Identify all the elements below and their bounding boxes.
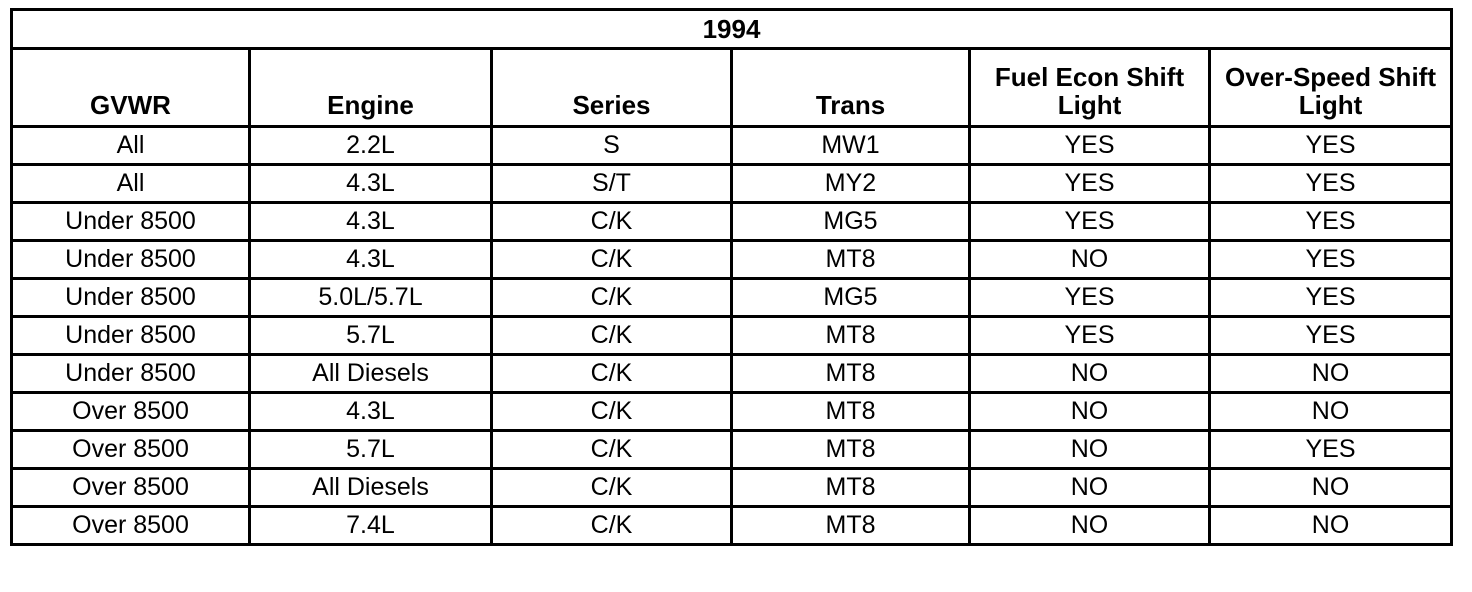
- table-cell: Under 8500: [10, 353, 251, 394]
- table-row: Under 8500 5.7L C/K MT8 YES YES: [10, 315, 1454, 356]
- table-cell: YES: [1207, 277, 1454, 318]
- table-cell: All: [10, 163, 251, 204]
- table-row: Over 8500 All Diesels C/K MT8 NO NO: [10, 467, 1454, 508]
- table-cell: Under 8500: [10, 201, 251, 242]
- table-cell: C/K: [490, 315, 733, 356]
- table-cell: C/K: [490, 505, 733, 546]
- column-header: Engine: [248, 47, 493, 128]
- table-cell: YES: [1207, 239, 1454, 280]
- table-row: Under 8500 All Diesels C/K MT8 NO NO: [10, 353, 1454, 394]
- table-cell: MY2: [730, 163, 971, 204]
- table-row: Over 8500 7.4L C/K MT8 NO NO: [10, 505, 1454, 546]
- table-cell: 4.3L: [248, 239, 493, 280]
- table-cell: C/K: [490, 391, 733, 432]
- table-cell: YES: [968, 201, 1211, 242]
- table-cell: YES: [968, 315, 1211, 356]
- column-header: Trans: [730, 47, 971, 128]
- table-cell: YES: [1207, 125, 1454, 166]
- table-cell: Over 8500: [10, 391, 251, 432]
- table-cell: MT8: [730, 467, 971, 508]
- table-cell: MW1: [730, 125, 971, 166]
- table-cell: NO: [1207, 391, 1454, 432]
- table-row: Under 8500 4.3L C/K MT8 NO YES: [10, 239, 1454, 280]
- title-row: 1994: [9, 8, 1454, 50]
- column-header: Series: [490, 47, 733, 128]
- table-cell: MT8: [730, 505, 971, 546]
- shift-light-table: 1994 GVWR Engine Series Trans Fuel Econ Shif…: [9, 8, 1454, 546]
- table-cell: Over 8500: [10, 505, 251, 546]
- table-cell: NO: [968, 429, 1211, 470]
- table-cell: C/K: [490, 277, 733, 318]
- table-cell: YES: [1207, 429, 1454, 470]
- table-cell: Over 8500: [10, 467, 251, 508]
- table-cell: 5.7L: [248, 429, 493, 470]
- column-header: Fuel Econ Shift Light: [968, 47, 1211, 128]
- table-row: Under 8500 4.3L C/K MG5 YES YES: [10, 201, 1454, 242]
- table-cell: C/K: [490, 201, 733, 242]
- table-cell: YES: [1207, 201, 1454, 242]
- table-cell: All Diesels: [248, 467, 493, 508]
- table-cell: MT8: [730, 315, 971, 356]
- table-cell: NO: [1207, 505, 1454, 546]
- table-cell: All: [10, 125, 251, 166]
- table-cell: 5.0L/5.7L: [248, 277, 493, 318]
- table-row: All 2.2L S MW1 YES YES: [10, 125, 1454, 166]
- table-cell: NO: [968, 353, 1211, 394]
- table-body: All 2.2L S MW1 YES YES All 4.3L S/T MY2 YES YES Unde…: [10, 125, 1454, 546]
- table-cell: NO: [968, 391, 1211, 432]
- table-cell: MG5: [730, 277, 971, 318]
- table-cell: YES: [1207, 315, 1454, 356]
- table-cell: Under 8500: [10, 315, 251, 356]
- table-cell: YES: [968, 163, 1211, 204]
- table-cell: 5.7L: [248, 315, 493, 356]
- table-cell: C/K: [490, 467, 733, 508]
- table-cell: 2.2L: [248, 125, 493, 166]
- table-cell: NO: [1207, 467, 1454, 508]
- table-cell: NO: [968, 467, 1211, 508]
- table-cell: MT8: [730, 239, 971, 280]
- table-cell: MT8: [730, 353, 971, 394]
- table-cell: YES: [968, 277, 1211, 318]
- table-row: All 4.3L S/T MY2 YES YES: [10, 163, 1454, 204]
- table-cell: S/T: [490, 163, 733, 204]
- table-row: Over 8500 5.7L C/K MT8 NO YES: [10, 429, 1454, 470]
- table-cell: MG5: [730, 201, 971, 242]
- table-row: Over 8500 4.3L C/K MT8 NO NO: [10, 391, 1454, 432]
- table-cell: YES: [1207, 163, 1454, 204]
- table-cell: 7.4L: [248, 505, 493, 546]
- table-cell: 4.3L: [248, 163, 493, 204]
- column-header: Over-Speed Shift Light: [1207, 47, 1454, 128]
- table-cell: NO: [968, 239, 1211, 280]
- table-cell: YES: [968, 125, 1211, 166]
- table-cell: C/K: [490, 353, 733, 394]
- table-cell: C/K: [490, 239, 733, 280]
- table-cell: All Diesels: [248, 353, 493, 394]
- table-cell: Under 8500: [10, 239, 251, 280]
- header-row: GVWR Engine Series Trans Fuel Econ Shift Lig…: [10, 47, 1454, 128]
- table-cell: MT8: [730, 429, 971, 470]
- table-row: Under 8500 5.0L/5.7L C/K MG5 YES YES: [10, 277, 1454, 318]
- table-title: 1994: [9, 8, 1454, 50]
- table-cell: MT8: [730, 391, 971, 432]
- table-cell: S: [490, 125, 733, 166]
- table-cell: 4.3L: [248, 201, 493, 242]
- table-cell: 4.3L: [248, 391, 493, 432]
- table-cell: Under 8500: [10, 277, 251, 318]
- column-header: GVWR: [10, 47, 251, 128]
- table-cell: NO: [968, 505, 1211, 546]
- table-cell: Over 8500: [10, 429, 251, 470]
- table-cell: NO: [1207, 353, 1454, 394]
- table-cell: C/K: [490, 429, 733, 470]
